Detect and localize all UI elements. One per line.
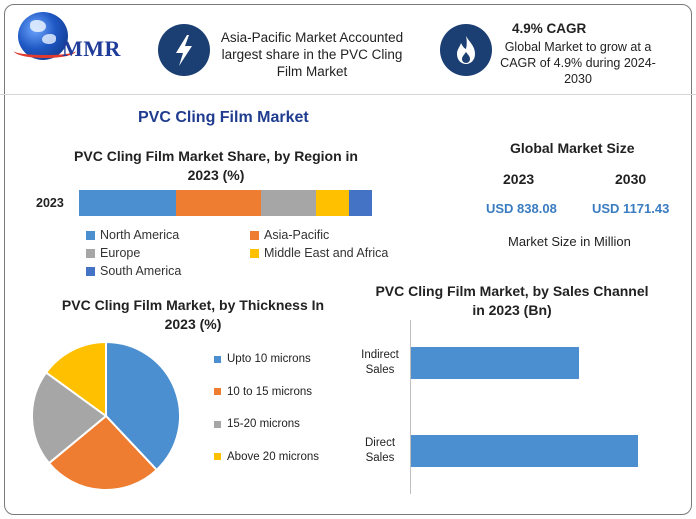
sales-channel-bar-0 xyxy=(411,347,580,379)
region-chart-title: PVC Cling Film Market Share, by Region i… xyxy=(74,148,358,183)
legend-swatch xyxy=(250,230,259,240)
legend-label: 15-20 microns xyxy=(227,418,300,430)
region-bar-segment-1 xyxy=(175,190,261,216)
globe-land-shape xyxy=(30,20,46,32)
thickness-legend-item: Upto 10 microns xyxy=(214,353,311,365)
legend-label: Middle East and Africa xyxy=(264,246,389,260)
thickness-legend-item: 10 to 15 microns xyxy=(214,386,312,398)
infographic-frame xyxy=(4,4,692,515)
gms-year-2023: 2023 xyxy=(503,171,535,187)
logo-swoosh xyxy=(14,44,76,58)
main-title: PVC Cling Film Market xyxy=(138,109,309,126)
region-bar-segment-3 xyxy=(316,190,349,216)
sales-channel-label: Direct Sales xyxy=(364,437,396,464)
legend-label: Above 20 microns xyxy=(227,450,320,463)
region-legend-item: Europe xyxy=(86,246,140,260)
legend-swatch xyxy=(250,248,259,258)
region-info-text: Asia-Pacific Market Accounted largest sh… xyxy=(220,30,404,79)
header-divider xyxy=(0,94,696,95)
thickness-chart-title: PVC Cling Film Market, by Thickness In 2… xyxy=(61,297,325,332)
gms-value-2030: USD 1171.43 xyxy=(592,201,670,216)
thickness-pie-chart xyxy=(31,340,181,491)
legend-swatch xyxy=(86,266,95,276)
region-legend-item: North America xyxy=(86,228,179,242)
legend-label: North America xyxy=(100,228,180,242)
gms-value-2023: USD 838.08 xyxy=(486,201,557,216)
sales-channel-axis xyxy=(410,320,411,494)
legend-swatch xyxy=(86,248,95,258)
sales-channel-bar-1 xyxy=(411,435,639,467)
thickness-legend-item: 15-20 microns xyxy=(214,418,300,430)
legend-label: South America xyxy=(100,264,182,278)
cagr-title: 4.9% CAGR xyxy=(512,21,587,36)
legend-swatch xyxy=(214,453,221,460)
flame-icon xyxy=(440,24,492,76)
sales-channel-chart-title: PVC Cling Film Market, by Sales Channel … xyxy=(375,283,649,318)
legend-label: 10 to 15 microns xyxy=(227,385,313,398)
pie-slice-3 xyxy=(44,340,107,418)
legend-swatch xyxy=(214,420,221,428)
region-legend-item: Asia-Pacific xyxy=(250,228,329,242)
legend-label: Asia-Pacific xyxy=(264,228,330,242)
cagr-text: Global Market to grow at a CAGR of 4.9% … xyxy=(500,40,656,86)
region-chart-category-label: 2023 xyxy=(36,196,64,210)
region-bar-segment-0 xyxy=(79,190,176,216)
thickness-legend-item: Above 20 microns xyxy=(214,451,319,463)
global-market-size-title: Global Market Size xyxy=(510,140,635,156)
legend-swatch xyxy=(214,388,221,395)
pie-slice-2 xyxy=(31,371,108,465)
gms-note: Market Size in Million xyxy=(508,234,631,249)
logo-text: MMR xyxy=(62,36,121,61)
lightning-bolt-icon xyxy=(158,24,210,76)
pie-slice-0 xyxy=(105,340,181,472)
gms-year-2030: 2030 xyxy=(615,171,647,187)
globe-land-shape xyxy=(42,34,56,44)
pie-slice-1 xyxy=(47,414,159,491)
region-legend-item: South America xyxy=(86,264,181,278)
legend-label: Upto 10 microns xyxy=(227,353,311,365)
region-legend-item: Middle East and Africa xyxy=(250,246,388,260)
sales-channel-label: Indirect Sales xyxy=(361,349,399,376)
legend-label: Europe xyxy=(100,246,141,260)
legend-swatch xyxy=(214,355,221,363)
region-bar-segment-2 xyxy=(260,190,317,216)
region-bar-segment-4 xyxy=(348,190,372,216)
legend-swatch xyxy=(86,230,95,240)
